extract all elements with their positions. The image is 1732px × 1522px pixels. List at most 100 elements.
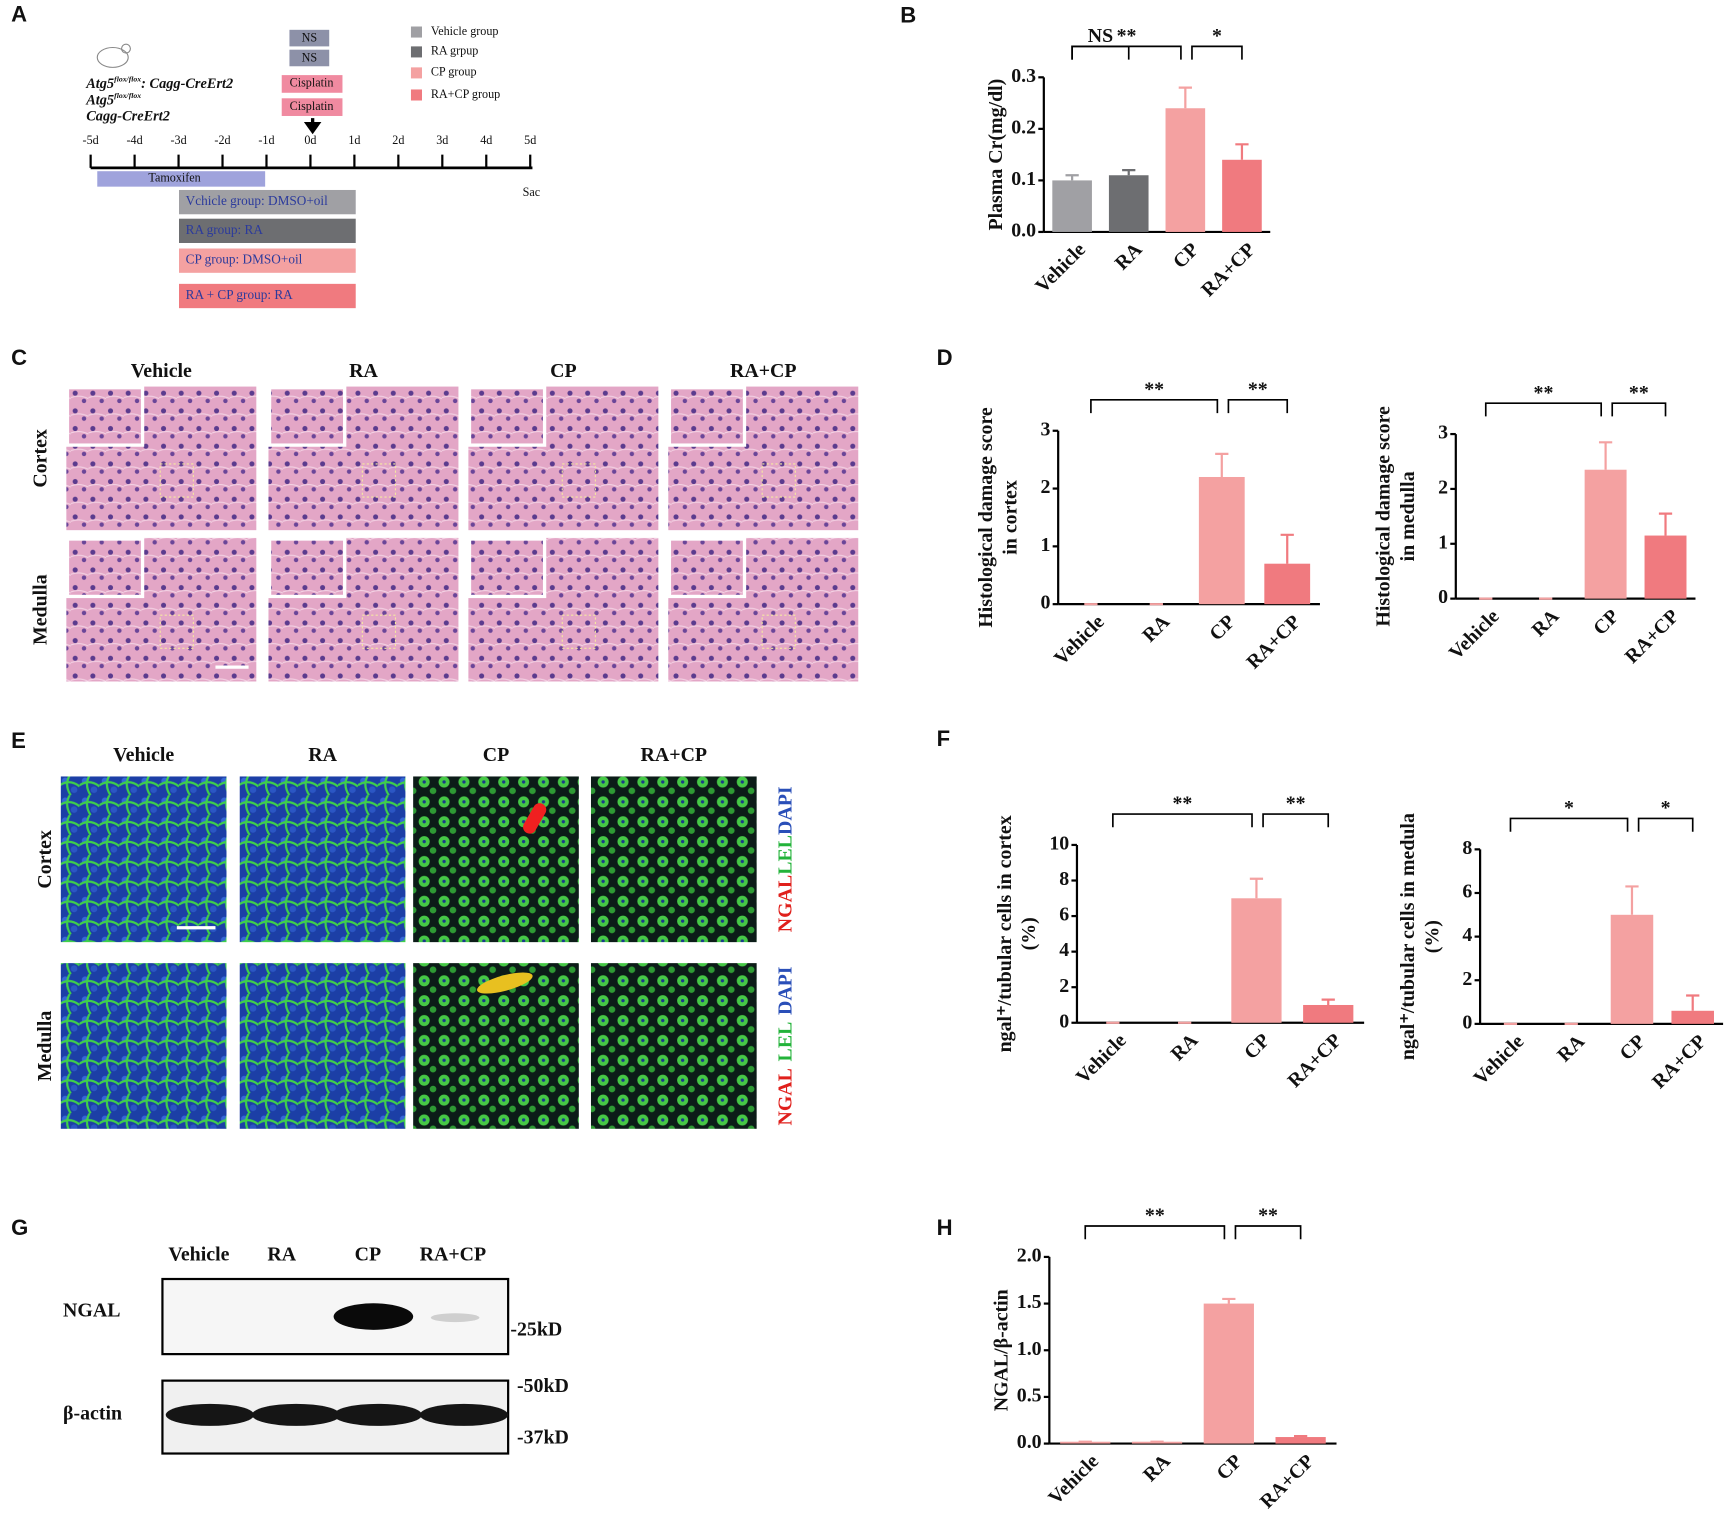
mouse-ear: [121, 43, 131, 54]
legend-label: Vehicle group: [431, 24, 499, 38]
band: [430, 1313, 480, 1323]
fluorescence-image: [239, 776, 406, 943]
inset: [667, 537, 747, 599]
significance-bracket: [1071, 45, 1182, 60]
significance-bracket: [1262, 813, 1330, 828]
significance-label: **: [1117, 25, 1137, 47]
y-tick-label: 4: [1059, 939, 1069, 961]
significance-label: **: [1144, 379, 1164, 401]
error-bar: [1293, 1435, 1308, 1438]
day-label: -3d: [170, 133, 186, 147]
significance-bracket: [1234, 1225, 1302, 1240]
significance-bracket: [1227, 399, 1289, 414]
error-bar: [1122, 168, 1136, 176]
significance-label: **: [1534, 382, 1554, 404]
bar: [1264, 563, 1311, 605]
genotype-gene: Atg5: [85, 93, 114, 109]
y-tick-label: 8: [1059, 868, 1069, 890]
column-label: Vehicle: [131, 360, 192, 382]
lane-label: CP: [355, 1243, 382, 1265]
x-tick-label: CP: [1205, 611, 1239, 645]
legend-label: RA+CP group: [431, 87, 500, 101]
inset: [467, 537, 547, 599]
y-axis-label: Histological damage score: [975, 407, 997, 628]
panel-label: B: [900, 2, 916, 27]
significance-bracket: [1484, 402, 1603, 417]
error-bar: [1686, 994, 1700, 1011]
inset: [467, 386, 547, 447]
x-tick-label: CP: [1212, 1450, 1246, 1484]
group-box: [179, 189, 356, 215]
significance-label: **: [1258, 1205, 1278, 1227]
y-axis-label: ngal⁺/tubular cells in medula: [1397, 813, 1419, 1060]
legend-label: RA grpup: [431, 44, 479, 58]
bar: [1222, 159, 1262, 232]
column-label: RA+CP: [730, 360, 797, 382]
bar: [1165, 108, 1206, 232]
group-box: [179, 248, 356, 273]
panel-label: D: [937, 345, 953, 370]
x-tick-label: CP: [1169, 239, 1203, 273]
significance-label: **: [1173, 793, 1193, 815]
column-label: RA+CP: [641, 744, 708, 766]
bar: [1052, 180, 1092, 232]
stain-label: NGALLELDAPI: [774, 786, 796, 932]
y-tick-label: 0.2: [1011, 116, 1036, 138]
y-tick-label: 0: [1059, 1010, 1069, 1032]
tamoxifen-bar: [97, 171, 266, 187]
roi-box: [361, 463, 397, 498]
lane-label: Vehicle: [168, 1243, 229, 1265]
genotype: Cagg-CreErt2: [86, 108, 170, 124]
band: [333, 1403, 422, 1426]
bar: [1231, 898, 1282, 1023]
x-tick-label: RA: [1167, 1029, 1203, 1065]
error-bar: [1065, 174, 1079, 181]
x-tick-label: CP: [1615, 1031, 1649, 1065]
roi-box: [159, 463, 194, 498]
stain-name: LEL: [774, 1022, 796, 1062]
significance-label: *: [1212, 25, 1222, 47]
x-tick-label: Vehicle: [1050, 611, 1109, 670]
legend-swatch: [410, 46, 422, 58]
error-bar: [1625, 885, 1639, 915]
significance-bracket: [1509, 817, 1629, 832]
figure-body: A B C D E F G H Vehicle group RA grpup CP group RA+…: [11, 1, 1724, 1513]
band-label: β-actin: [63, 1402, 122, 1424]
bar: [1198, 476, 1245, 605]
row-label: Medulla: [34, 1011, 56, 1082]
bar: [1203, 1303, 1254, 1444]
error-bar: [1215, 452, 1229, 477]
y-tick-label: 2: [1462, 968, 1472, 990]
ngal-spot: [523, 803, 547, 834]
genotype-gene: Atg5: [85, 76, 114, 92]
y-tick-label: 0: [1041, 592, 1051, 614]
fluorescence-image: [590, 776, 757, 943]
y-axis-label: Plasma Cr(mg/dl): [985, 79, 1007, 231]
error-bar: [1249, 877, 1264, 899]
significance-bracket: [1611, 402, 1667, 417]
genotype-rest: : Cagg-CreErt2: [141, 76, 233, 92]
legend-swatch: [410, 26, 422, 38]
significance-bracket: [1071, 45, 1130, 60]
panel-label: E: [11, 728, 26, 753]
y-tick-label: 1: [1041, 534, 1051, 556]
x-tick-label: Vehicle: [1072, 1029, 1131, 1088]
day-label: -2d: [214, 133, 230, 147]
x-tick-label: RA: [1139, 1450, 1175, 1486]
inset: [667, 386, 747, 447]
band-label: NGAL: [63, 1300, 120, 1322]
day-label: 0d: [304, 133, 316, 147]
stain-name: DAPI: [774, 966, 796, 1015]
roi-box: [159, 614, 194, 649]
row-label: Medulla: [30, 574, 52, 645]
day-label: -4d: [127, 133, 143, 147]
day-label: 5d: [524, 133, 536, 147]
inset: [65, 537, 145, 599]
row-label: Cortex: [30, 429, 52, 488]
stain-name: NGAL: [774, 1068, 796, 1125]
genotype: Atg5flox/flox: Cagg-CreErt2: [85, 74, 233, 92]
day-label: -1d: [258, 133, 274, 147]
stain-label: NGAL LEL DAPI: [774, 966, 796, 1125]
significance-label: *: [1564, 797, 1574, 819]
panel-label: A: [11, 1, 27, 26]
